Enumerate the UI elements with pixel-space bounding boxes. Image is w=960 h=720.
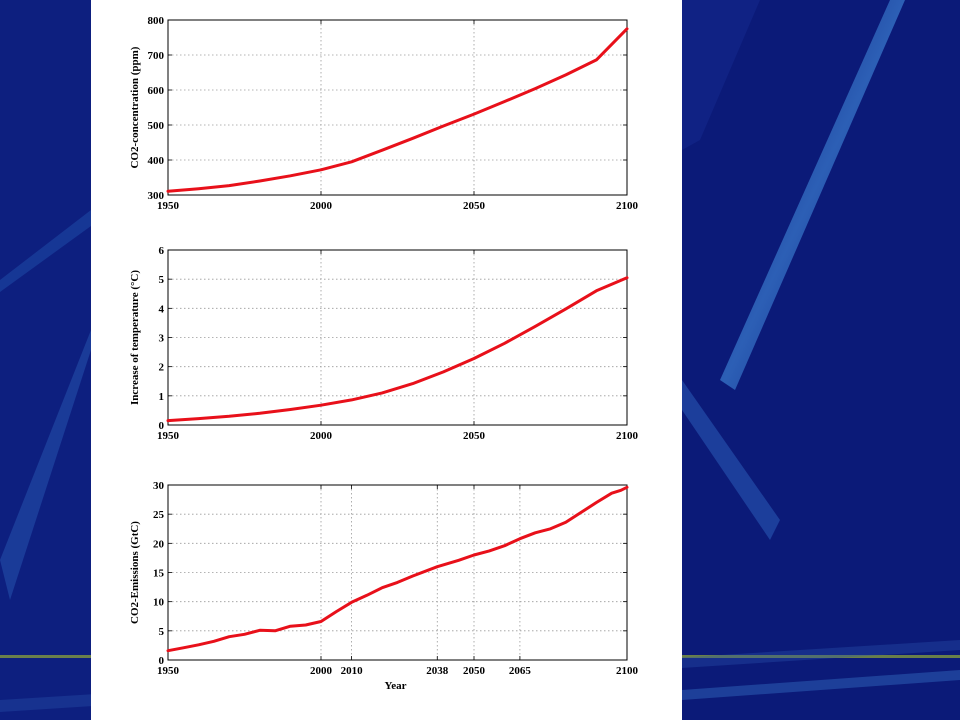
y-axis-label: Increase of temperature (°C): [129, 270, 141, 405]
series-line: [166, 485, 629, 653]
x-tick-label: 2050: [463, 200, 486, 212]
y-tick-label: 30: [153, 480, 165, 492]
y-tick-label: 2: [159, 362, 165, 374]
y-tick-label: 400: [148, 155, 165, 167]
y-tick-label: 600: [148, 85, 165, 97]
series-line: [166, 276, 629, 423]
x-tick-label: 1950: [157, 665, 180, 677]
y-tick-label: 10: [153, 597, 165, 609]
y-tick-label: 0: [159, 420, 165, 432]
y-axis-label: CO2-Emissions (GtC): [129, 521, 141, 624]
y-tick-label: 1: [159, 391, 165, 403]
y-axis-label: CO2-concentration (ppm): [129, 46, 141, 168]
y-tick-label: 4: [159, 303, 165, 315]
y-tick-label: 5: [159, 626, 165, 638]
x-tick-label: 2000: [310, 430, 333, 442]
x-tick-label: 1950: [157, 200, 180, 212]
x-tick-label: 1950: [157, 430, 180, 442]
y-tick-label: 800: [148, 15, 165, 27]
axes-frame: [167, 249, 628, 426]
y-tick-label: 15: [153, 568, 165, 580]
x-tick-label: 2100: [616, 665, 639, 677]
y-tick-label: 20: [153, 538, 165, 550]
series-line: [166, 27, 629, 193]
y-tick-label: 700: [148, 50, 165, 62]
plot-area: [168, 20, 627, 195]
axes-frame: [167, 19, 628, 196]
x-tick-label: 2010: [341, 665, 364, 677]
x-tick-label: 2050: [463, 430, 486, 442]
x-tick-label: 2065: [509, 665, 532, 677]
x-tick-label: 2100: [616, 200, 639, 212]
x-tick-label: 2100: [616, 430, 639, 442]
y-tick-label: 300: [148, 190, 165, 202]
x-tick-label: 2038: [426, 665, 449, 677]
x-tick-label: 2000: [310, 665, 333, 677]
x-axis-label: Year: [385, 680, 407, 692]
x-tick-label: 2000: [310, 200, 333, 212]
y-tick-label: 3: [159, 333, 165, 345]
x-tick-label: 2050: [463, 665, 486, 677]
y-tick-label: 25: [153, 509, 165, 521]
y-tick-label: 0: [159, 655, 165, 667]
y-tick-label: 6: [159, 245, 165, 257]
y-tick-label: 500: [148, 120, 165, 132]
y-tick-label: 5: [159, 274, 165, 286]
axes-frame: [167, 484, 628, 661]
